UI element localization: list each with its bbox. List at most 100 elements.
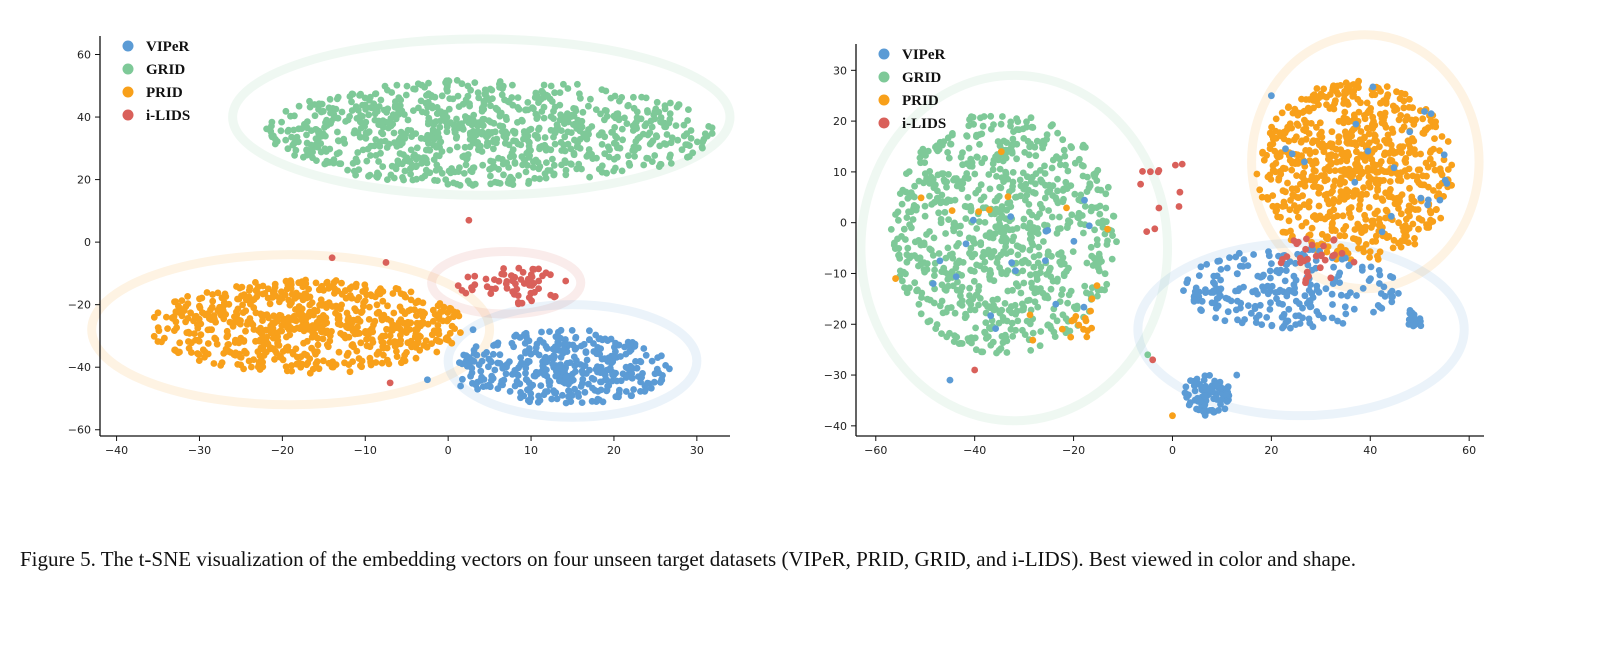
point-grid: [1048, 252, 1055, 260]
point-prid: [1403, 172, 1411, 180]
point-prid: [1372, 237, 1380, 245]
point-prid: [1349, 193, 1357, 200]
point-prid: [237, 353, 245, 361]
point-prid: [1026, 311, 1034, 319]
point-grid: [1080, 229, 1087, 237]
legend-marker-i-lids: [122, 109, 134, 121]
point-prid: [1362, 215, 1370, 223]
point-viper: [1266, 267, 1274, 275]
point-grid: [325, 104, 333, 112]
point-grid: [560, 80, 567, 88]
point-grid: [509, 146, 517, 154]
point-prid: [278, 288, 285, 296]
point-prid: [457, 329, 464, 336]
point-prid: [250, 356, 257, 363]
point-viper: [1190, 296, 1198, 304]
point-grid: [356, 91, 363, 99]
point-grid: [1017, 182, 1025, 190]
point-grid: [402, 91, 410, 99]
point-prid: [306, 308, 314, 316]
point-grid: [561, 133, 569, 141]
point-viper: [1417, 194, 1425, 202]
point-viper: [489, 375, 497, 382]
point-grid: [460, 152, 468, 160]
point-grid: [926, 245, 934, 253]
point-grid: [942, 230, 949, 237]
point-viper: [1255, 311, 1263, 319]
point-grid: [653, 98, 661, 106]
point-grid: [610, 155, 618, 163]
point-grid: [949, 250, 956, 258]
point-grid: [527, 147, 534, 154]
point-grid: [456, 181, 464, 189]
point-viper: [1345, 262, 1353, 270]
point-prid: [1253, 170, 1261, 178]
point-prid: [1400, 97, 1408, 105]
legend-label-i-lids: i-LIDS: [902, 116, 946, 132]
point-prid: [1351, 187, 1359, 195]
point-grid: [287, 112, 294, 120]
point-grid: [534, 159, 542, 166]
point-grid: [413, 144, 421, 152]
point-grid: [638, 93, 645, 101]
point-grid: [616, 144, 624, 152]
point-prid: [1327, 161, 1334, 168]
point-viper: [1329, 301, 1336, 308]
point-viper: [1191, 288, 1199, 295]
point-prid: [1297, 138, 1305, 146]
point-grid: [887, 226, 895, 233]
point-grid: [488, 86, 496, 94]
point-grid: [981, 300, 989, 308]
point-prid: [1285, 137, 1293, 145]
point-grid: [1008, 148, 1016, 155]
point-i-lids: [1329, 252, 1337, 260]
point-viper: [651, 370, 659, 378]
legend-label-viper: VIPeR: [902, 47, 945, 63]
point-grid: [379, 163, 387, 171]
point-prid: [385, 360, 393, 368]
point-grid: [1048, 164, 1056, 172]
point-grid: [433, 128, 441, 136]
point-prid: [216, 309, 224, 317]
point-grid: [631, 153, 638, 160]
point-prid: [1371, 131, 1378, 139]
point-prid: [195, 357, 203, 364]
point-prid: [1310, 104, 1317, 112]
point-grid: [525, 180, 532, 187]
point-viper: [1240, 256, 1248, 263]
point-grid: [377, 138, 385, 146]
point-prid: [178, 297, 186, 304]
point-prid: [1312, 148, 1319, 156]
point-prid: [297, 324, 304, 331]
point-grid: [541, 134, 549, 141]
point-grid: [268, 122, 275, 130]
point-grid: [962, 215, 970, 223]
point-viper: [578, 367, 586, 375]
point-prid: [259, 313, 266, 320]
point-viper: [522, 369, 529, 377]
point-viper: [590, 376, 598, 383]
point-i-lids: [528, 297, 535, 305]
point-prid: [247, 319, 255, 327]
point-grid: [509, 81, 516, 89]
point-grid: [431, 93, 439, 101]
point-viper: [563, 379, 571, 387]
point-grid: [966, 284, 973, 292]
point-grid: [372, 152, 380, 159]
x-tick-label: −40: [105, 444, 128, 457]
point-prid: [1358, 190, 1366, 198]
point-prid: [306, 323, 313, 331]
point-prid: [1368, 91, 1376, 99]
point-prid: [1363, 99, 1371, 107]
point-viper: [513, 377, 521, 385]
point-viper: [506, 358, 513, 365]
point-grid: [946, 329, 953, 337]
point-viper: [494, 359, 502, 367]
point-grid: [606, 146, 613, 154]
point-grid: [674, 136, 682, 144]
point-viper: [627, 339, 634, 347]
point-prid: [434, 322, 442, 329]
point-grid: [993, 208, 1000, 216]
point-i-lids: [971, 366, 979, 374]
